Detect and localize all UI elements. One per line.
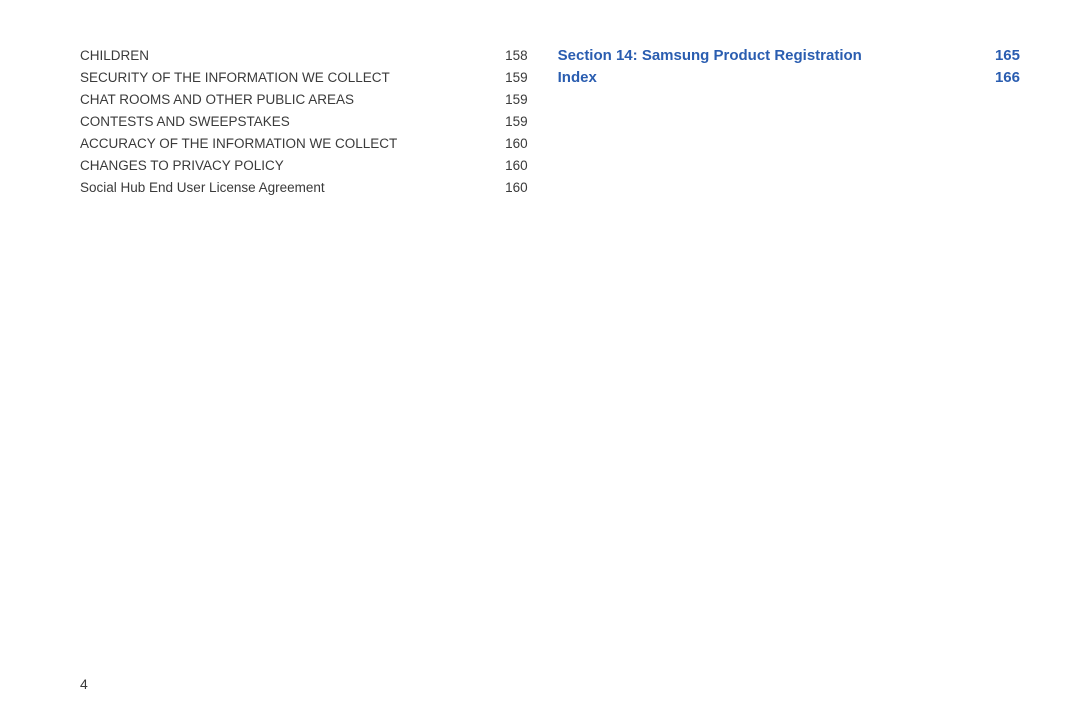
toc-page-ref: 158 bbox=[505, 45, 528, 67]
toc-section-entry[interactable]: Index 166 bbox=[558, 67, 1020, 89]
toc-entry[interactable]: SECURITY OF THE INFORMATION WE COLLECT 1… bbox=[80, 67, 528, 89]
toc-label: CHILDREN bbox=[80, 45, 149, 67]
toc-entry[interactable]: CHILDREN 158 bbox=[80, 45, 528, 67]
toc-section-label: Index bbox=[558, 67, 597, 89]
toc-right-column: Section 14: Samsung Product Registration… bbox=[558, 45, 1020, 690]
toc-section-entry[interactable]: Section 14: Samsung Product Registration… bbox=[558, 45, 1020, 67]
toc-label: CHAT ROOMS AND OTHER PUBLIC AREAS bbox=[80, 89, 354, 111]
toc-page: CHILDREN 158 SECURITY OF THE INFORMATION… bbox=[0, 0, 1080, 720]
toc-label: ACCURACY OF THE INFORMATION WE COLLECT bbox=[80, 133, 397, 155]
toc-page-ref: 165 bbox=[995, 45, 1020, 67]
toc-entry[interactable]: ACCURACY OF THE INFORMATION WE COLLECT 1… bbox=[80, 133, 528, 155]
toc-entry[interactable]: CHAT ROOMS AND OTHER PUBLIC AREAS 159 bbox=[80, 89, 528, 111]
toc-page-ref: 166 bbox=[995, 67, 1020, 89]
toc-label: SECURITY OF THE INFORMATION WE COLLECT bbox=[80, 67, 390, 89]
toc-left-column: CHILDREN 158 SECURITY OF THE INFORMATION… bbox=[80, 45, 528, 690]
toc-page-ref: 159 bbox=[505, 89, 528, 111]
toc-page-ref: 160 bbox=[505, 133, 528, 155]
toc-page-ref: 159 bbox=[505, 67, 528, 89]
toc-entry[interactable]: CHANGES TO PRIVACY POLICY 160 bbox=[80, 155, 528, 177]
toc-page-ref: 160 bbox=[505, 177, 528, 199]
toc-entry[interactable]: Social Hub End User License Agreement 16… bbox=[80, 177, 528, 199]
toc-section-label: Section 14: Samsung Product Registration bbox=[558, 45, 862, 67]
toc-label: CONTESTS AND SWEEPSTAKES bbox=[80, 111, 290, 133]
toc-page-ref: 160 bbox=[505, 155, 528, 177]
page-number: 4 bbox=[80, 676, 88, 692]
toc-label: CHANGES TO PRIVACY POLICY bbox=[80, 155, 284, 177]
toc-entry[interactable]: CONTESTS AND SWEEPSTAKES 159 bbox=[80, 111, 528, 133]
toc-page-ref: 159 bbox=[505, 111, 528, 133]
toc-label: Social Hub End User License Agreement bbox=[80, 177, 325, 199]
